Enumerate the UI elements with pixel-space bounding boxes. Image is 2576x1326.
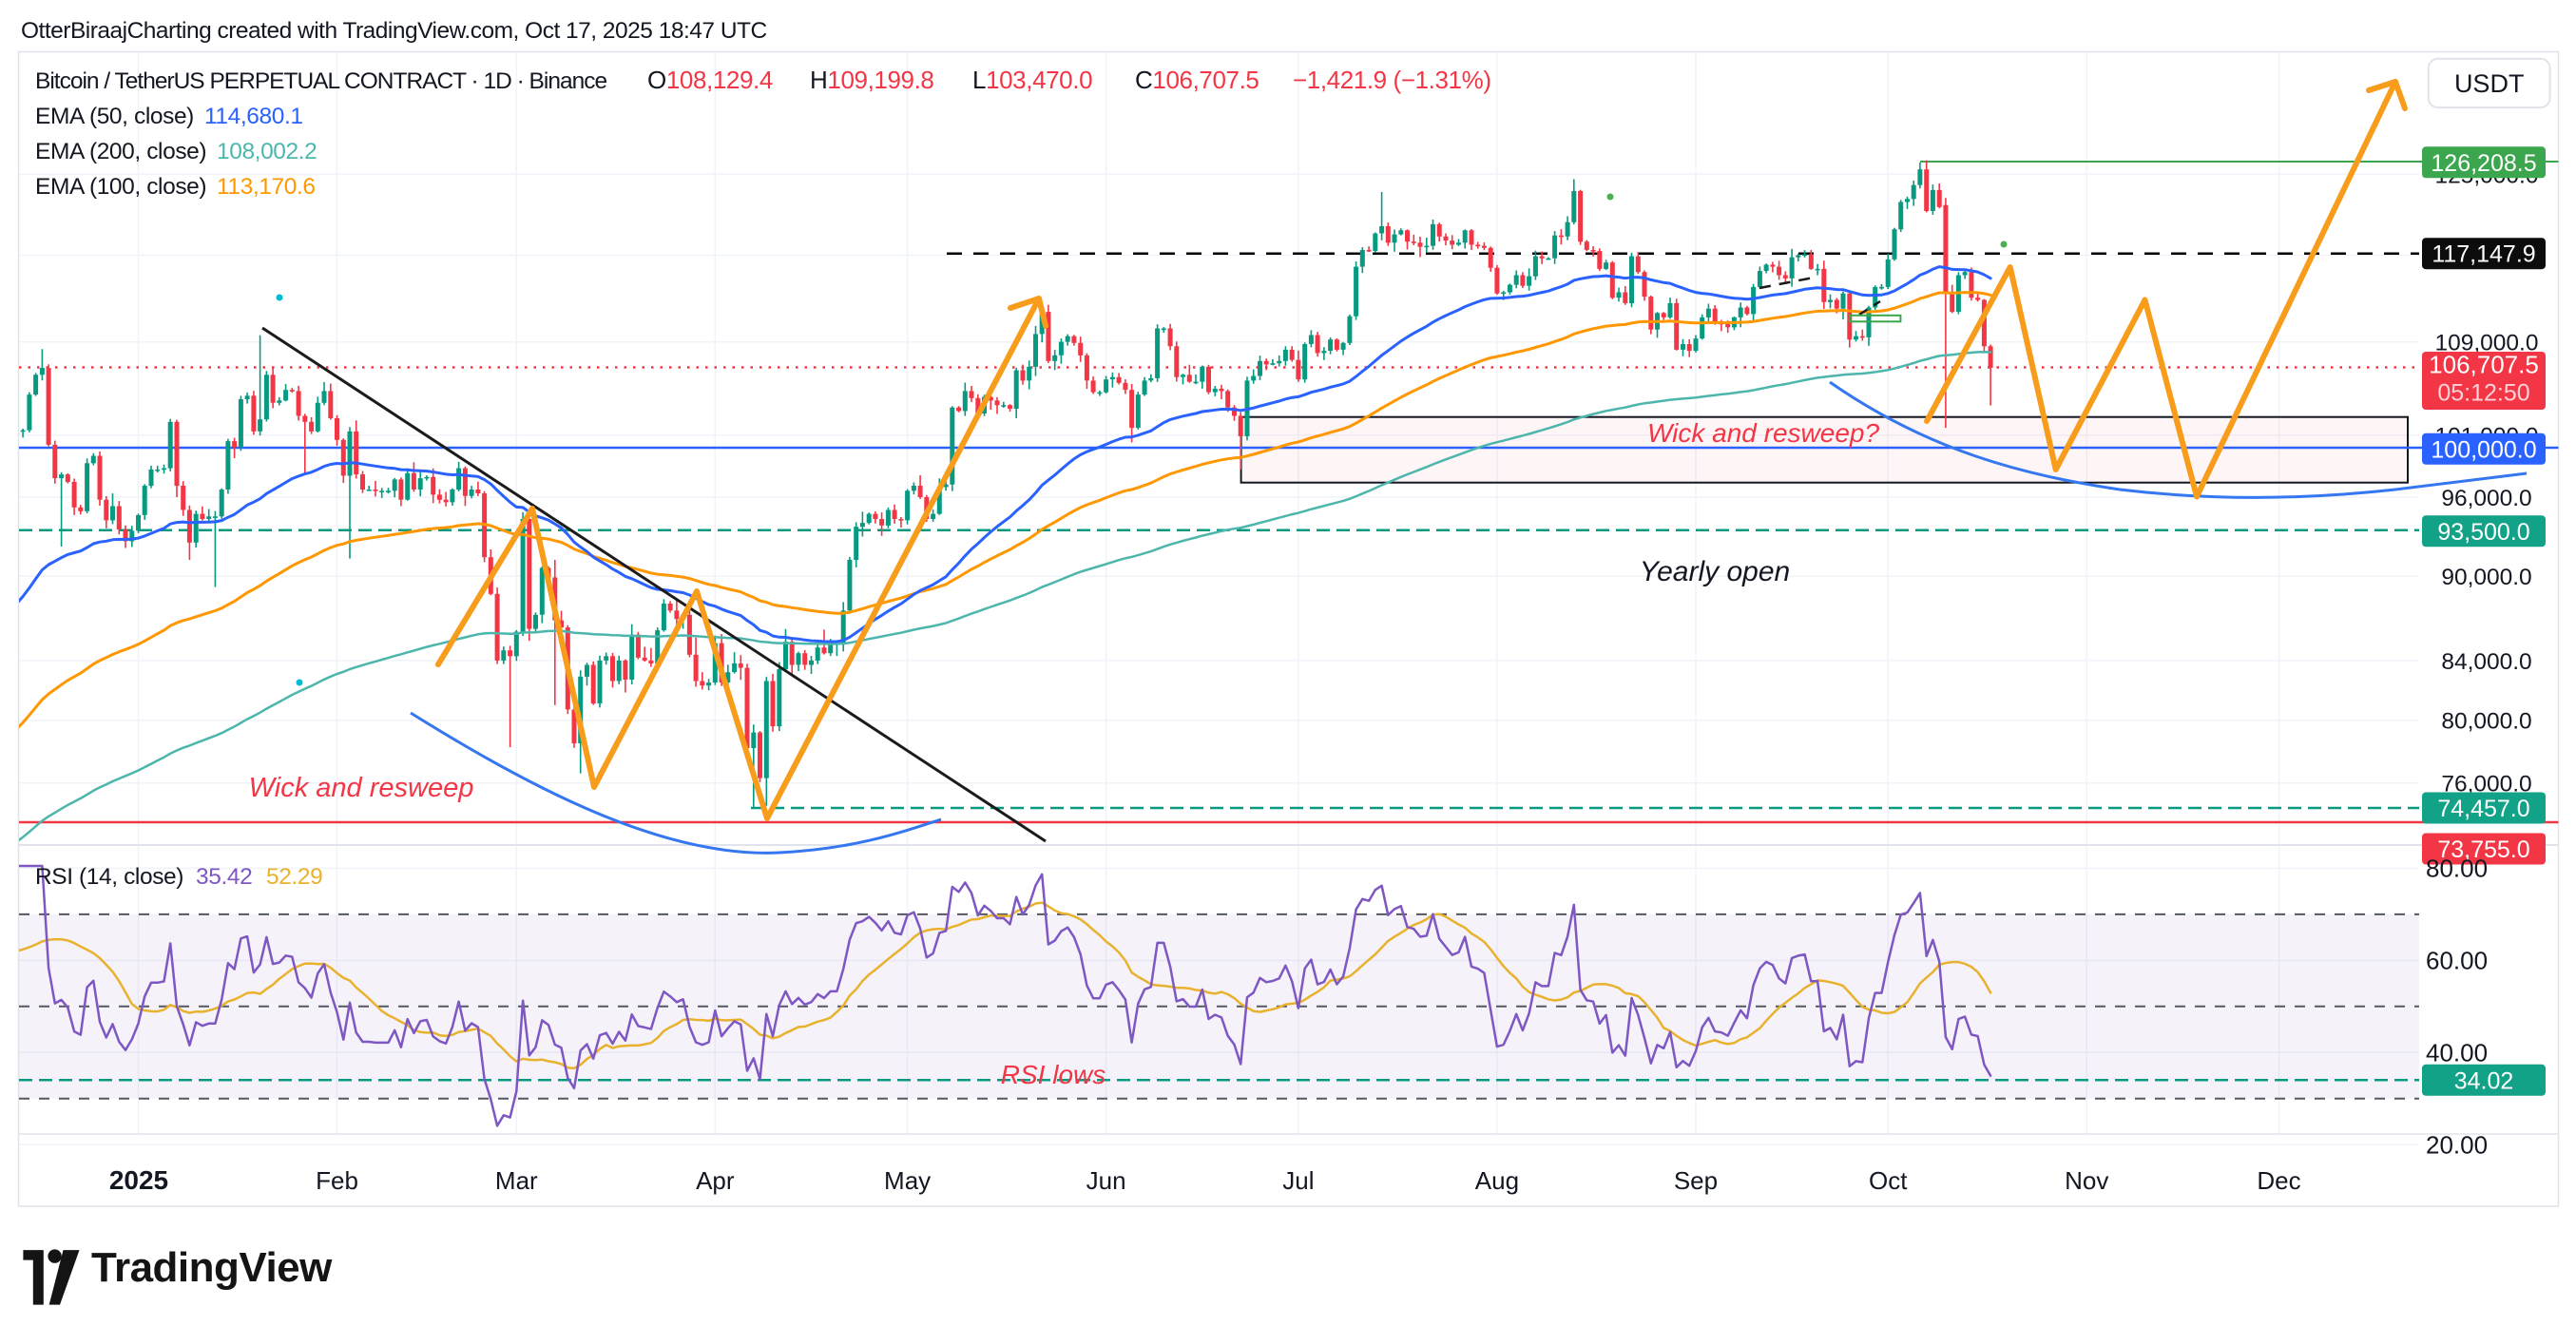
svg-text:L103,470.0: L103,470.0 (972, 66, 1092, 94)
svg-text:126,208.5: 126,208.5 (2431, 150, 2536, 177)
svg-text:Oct: Oct (1869, 1166, 1908, 1195)
svg-text:EMA (200, close): EMA (200, close) (35, 139, 206, 164)
svg-text:05:12:50: 05:12:50 (2437, 380, 2529, 407)
svg-text:Apr: Apr (696, 1166, 735, 1195)
svg-text:Jul: Jul (1282, 1166, 1314, 1195)
svg-text:Mar: Mar (495, 1166, 538, 1195)
svg-text:Wick and resweep: Wick and resweep (249, 773, 474, 803)
svg-text:RSI (14, close): RSI (14, close) (35, 864, 183, 890)
svg-text:52.29: 52.29 (266, 864, 322, 890)
svg-text:Aug: Aug (1475, 1166, 1519, 1195)
svg-text:H109,199.8: H109,199.8 (810, 66, 933, 94)
svg-text:34.02: 34.02 (2454, 1067, 2514, 1094)
svg-text:TradingView: TradingView (91, 1244, 333, 1291)
svg-text:Jun: Jun (1086, 1166, 1126, 1195)
svg-text:−1,421.9 (−1.31%): −1,421.9 (−1.31%) (1293, 66, 1491, 94)
svg-text:Yearly open: Yearly open (1640, 556, 1790, 587)
svg-text:40.00: 40.00 (2426, 1038, 2488, 1067)
svg-text:114,680.1: 114,680.1 (204, 104, 303, 129)
svg-text:60.00: 60.00 (2426, 946, 2488, 974)
svg-text:Dec: Dec (2257, 1166, 2300, 1195)
svg-text:EMA (100, close): EMA (100, close) (35, 174, 206, 200)
svg-text:117,147.9: 117,147.9 (2432, 241, 2535, 268)
svg-text:113,170.6: 113,170.6 (217, 174, 316, 200)
svg-text:74,457.0: 74,457.0 (2437, 796, 2529, 822)
svg-text:20.00: 20.00 (2426, 1130, 2488, 1159)
svg-text:2025: 2025 (109, 1165, 168, 1195)
svg-text:USDT: USDT (2454, 69, 2525, 98)
svg-text:73,755.0: 73,755.0 (2437, 836, 2529, 863)
svg-text:100,000.0: 100,000.0 (2431, 436, 2536, 463)
svg-text:EMA (50, close): EMA (50, close) (35, 104, 194, 129)
svg-text:Sep: Sep (1674, 1166, 1718, 1195)
svg-text:96,000.0: 96,000.0 (2441, 486, 2531, 511)
svg-text:Nov: Nov (2065, 1166, 2108, 1195)
svg-text:OtterBiraajCharting created wi: OtterBiraajCharting created with Trading… (21, 18, 767, 44)
svg-text:C106,707.5: C106,707.5 (1135, 66, 1259, 94)
svg-text:Bitcoin / TetherUS PERPETUAL C: Bitcoin / TetherUS PERPETUAL CONTRACT · … (35, 68, 606, 94)
svg-text:O108,129.4: O108,129.4 (647, 66, 773, 94)
svg-text:108,002.2: 108,002.2 (217, 139, 317, 164)
svg-text:RSI lows: RSI lows (1001, 1060, 1105, 1089)
svg-text:35.42: 35.42 (196, 864, 252, 890)
svg-text:84,000.0: 84,000.0 (2441, 649, 2531, 675)
svg-text:93,500.0: 93,500.0 (2437, 519, 2529, 546)
svg-text:90,000.0: 90,000.0 (2441, 565, 2531, 590)
svg-text:80.00: 80.00 (2426, 854, 2488, 882)
svg-text:Feb: Feb (316, 1166, 358, 1195)
svg-text:106,707.5: 106,707.5 (2429, 351, 2539, 379)
svg-text:Wick and resweep?: Wick and resweep? (1647, 418, 1880, 448)
svg-text:80,000.0: 80,000.0 (2441, 709, 2531, 735)
svg-text:May: May (884, 1166, 931, 1195)
